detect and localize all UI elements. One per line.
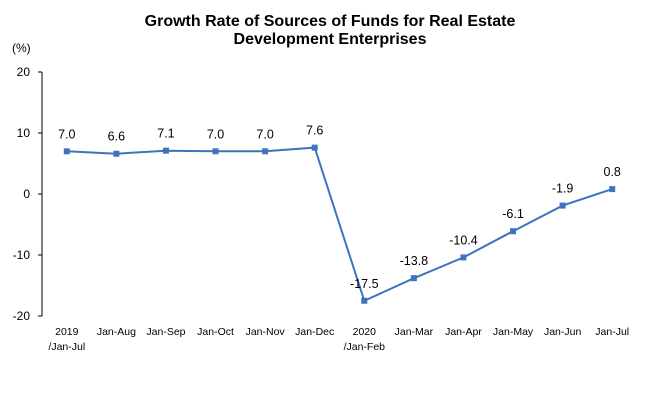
- data-point-marker: [63, 148, 70, 155]
- x-tick-label: Jan-Jun: [544, 326, 582, 338]
- x-tick-label: Jan-Aug: [97, 326, 136, 338]
- series-markers: [63, 144, 616, 304]
- y-tick-label: -10: [13, 248, 31, 262]
- data-point-marker: [311, 144, 318, 151]
- data-label: -6.1: [502, 207, 524, 221]
- data-label: -1.9: [552, 182, 574, 196]
- data-point-marker: [510, 228, 517, 235]
- x-tick-label: Jan-Apr: [445, 326, 482, 338]
- data-label: -17.5: [350, 277, 379, 291]
- data-point-marker: [361, 297, 368, 304]
- x-tick-label: Jan-May: [493, 326, 534, 338]
- x-tick-label: Jan-Jul: [595, 326, 629, 338]
- y-axis-ticks: 20 10 0 -10 -20: [13, 65, 42, 323]
- data-point-marker: [262, 148, 269, 155]
- x-axis-tick-labels: 2019/Jan-Jul Jan-Aug Jan-Sep Jan-Oct Jan-Nov…: [48, 326, 629, 353]
- y-tick-label: 10: [17, 126, 31, 140]
- data-label: 6.6: [108, 130, 125, 144]
- y-tick-label: 0: [23, 187, 30, 201]
- chart-title-line: Growth Rate of Sources of Funds for Real…: [145, 13, 516, 30]
- y-axis-unit-label: (%): [12, 41, 31, 55]
- data-point-marker: [162, 147, 169, 154]
- x-tick-label: /Jan-Jul: [48, 341, 85, 353]
- x-tick-label: Jan-Nov: [246, 326, 286, 338]
- data-point-marker: [410, 275, 417, 282]
- y-tick-label: -20: [13, 309, 31, 323]
- data-point-marker: [460, 254, 467, 261]
- data-point-marker: [212, 148, 219, 155]
- x-tick-label: 2019: [55, 326, 79, 338]
- x-tick-label: Jan-Oct: [197, 326, 234, 338]
- data-label: 7.6: [306, 124, 323, 138]
- x-tick-label: Jan-Dec: [295, 326, 334, 338]
- data-point-marker: [609, 186, 616, 193]
- x-tick-label: 2020: [353, 326, 377, 338]
- y-tick-label: 20: [17, 65, 31, 79]
- data-point-marker: [113, 150, 120, 157]
- x-tick-label: Jan-Sep: [146, 326, 185, 338]
- series-line: [66, 146, 613, 303]
- data-label: 0.8: [604, 165, 621, 179]
- data-label: -13.8: [400, 254, 429, 268]
- x-tick-label: /Jan-Feb: [344, 341, 386, 353]
- data-label: 7.1: [157, 127, 174, 141]
- data-label: 7.0: [58, 127, 75, 141]
- chart-title: Growth Rate of Sources of Funds for Real…: [145, 13, 516, 48]
- data-label: 7.0: [256, 127, 273, 141]
- data-point-marker: [559, 202, 566, 209]
- chart-title-line: Development Enterprises: [234, 31, 427, 48]
- data-label: -10.4: [449, 233, 478, 247]
- data-label: 7.0: [207, 127, 224, 141]
- x-tick-label: Jan-Mar: [395, 326, 434, 338]
- data-labels: 7.0 6.6 7.1 7.0 7.0 7.6 -17.5 -13.8 -10.4 -6.1 -1.…: [58, 124, 621, 291]
